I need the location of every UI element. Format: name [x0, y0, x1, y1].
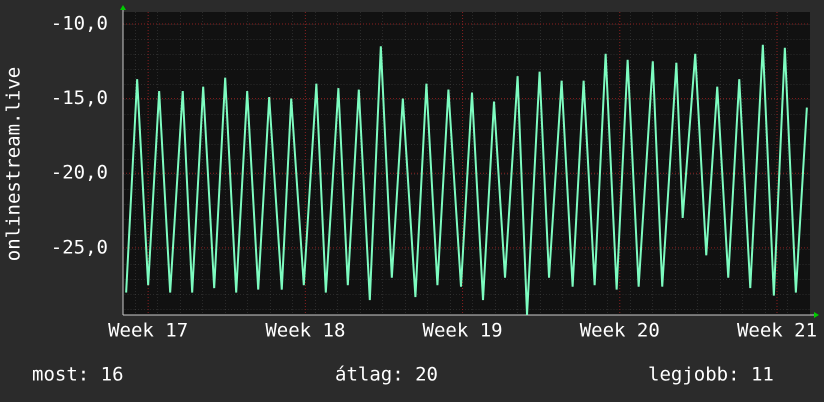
- y-tick-label: -25,0: [51, 236, 108, 258]
- y-tick-label: -10,0: [51, 12, 108, 34]
- y-tick-label: -15,0: [51, 87, 108, 109]
- minor-grid: [123, 12, 810, 315]
- footer-average: átlag: 20: [335, 364, 438, 386]
- arrow: [120, 5, 126, 10]
- x-tick-label: Week 20: [580, 320, 660, 342]
- arrow: [814, 312, 819, 318]
- x-tick-label: Week 19: [423, 320, 503, 342]
- y-axis-label: onlinestream.live: [3, 67, 25, 261]
- x-tick-label: Week 17: [108, 320, 188, 342]
- y-tick-label: -20,0: [51, 162, 108, 184]
- x-tick-label: Week 21: [737, 320, 817, 342]
- data-line: [125, 44, 808, 316]
- footer-current: most: 16: [32, 364, 124, 386]
- x-tick-label: Week 18: [265, 320, 345, 342]
- footer-best: legjobb: 11: [648, 364, 774, 386]
